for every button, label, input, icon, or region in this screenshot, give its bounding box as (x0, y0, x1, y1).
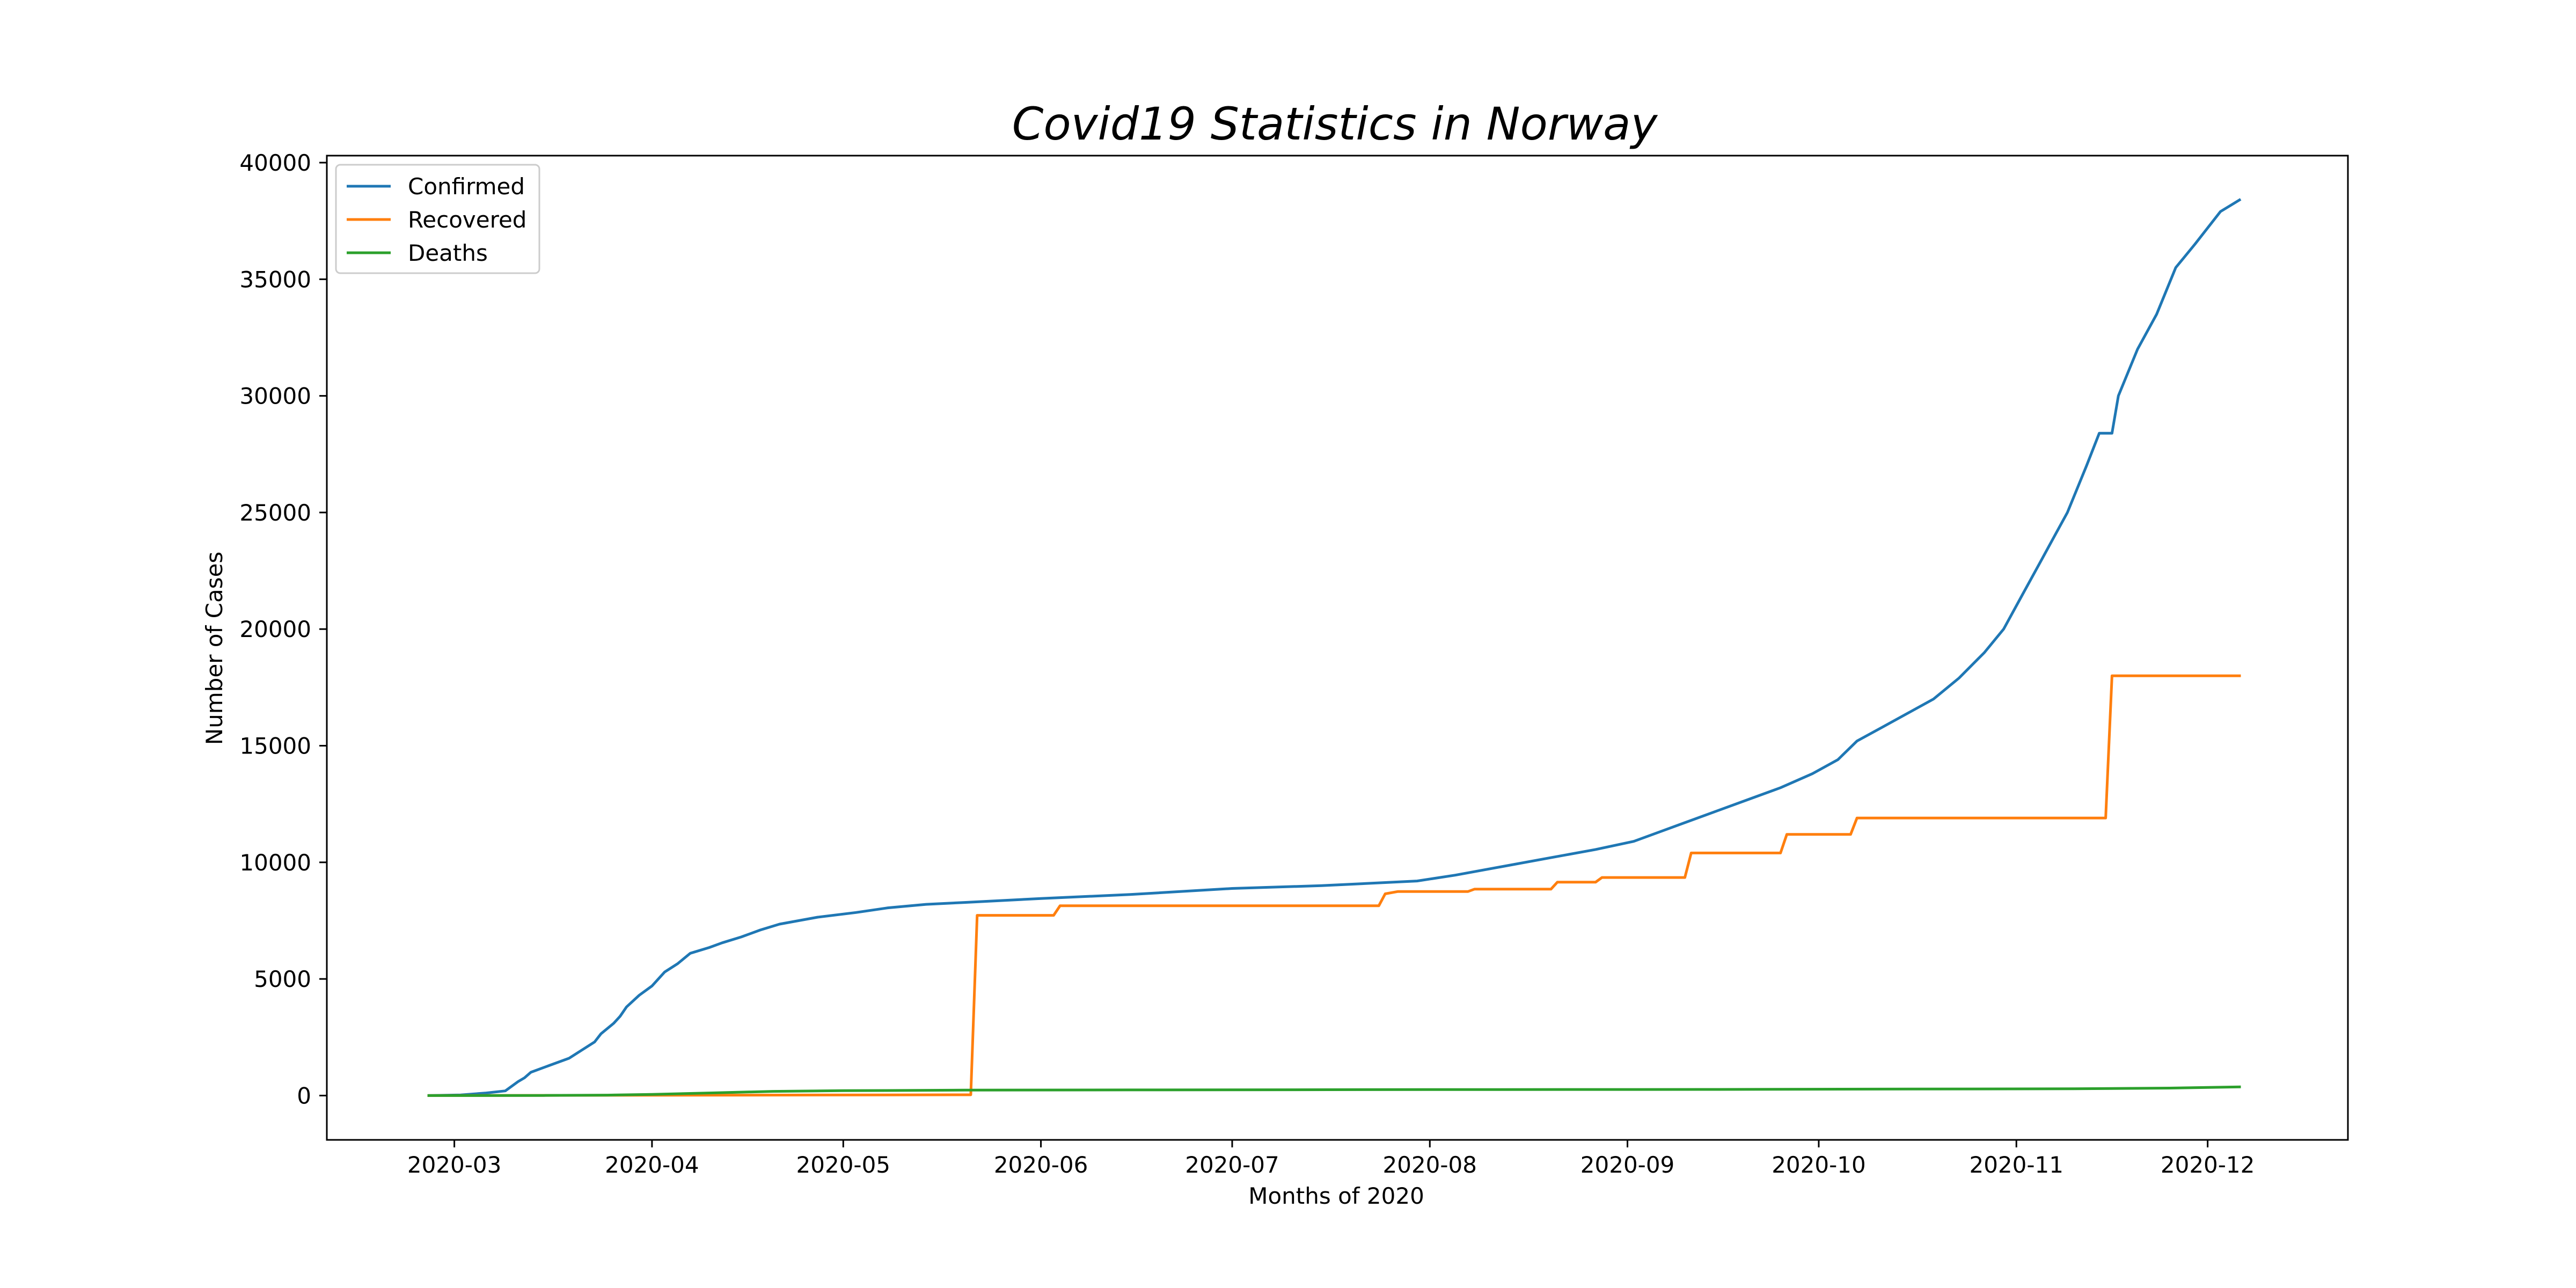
x-axis-ticks: 2020-03 2020-04 2020-05 2020-06 2020-07 2020-… (407, 1140, 2255, 1178)
y-tick-label: 30000 (239, 383, 311, 409)
series-line-recovered (427, 674, 2241, 1097)
y-axis-label: Number of Cases (201, 552, 228, 745)
y-tick-label: 10000 (239, 850, 311, 876)
y-tick-label: 5000 (254, 966, 311, 992)
series-line-confirmed (427, 198, 2242, 1097)
x-tick-label: 2020-08 (1383, 1152, 1477, 1178)
y-tick-label: 15000 (239, 733, 311, 759)
chart-title: Covid19 Statistics in Norway (1012, 98, 1658, 150)
x-tick-label: 2020-03 (407, 1152, 502, 1178)
legend-label-confirmed: Confirmed (408, 173, 525, 200)
x-tick-label: 2020-06 (994, 1152, 1088, 1178)
y-tick-label: 0 (297, 1082, 311, 1109)
y-tick-label: 35000 (239, 266, 311, 292)
plot-lines (427, 198, 2242, 1097)
x-tick-label: 2020-10 (1772, 1152, 1866, 1178)
y-tick-label: 40000 (239, 150, 311, 176)
legend-label-deaths: Deaths (408, 240, 488, 266)
x-tick-label: 2020-09 (1580, 1152, 1675, 1178)
y-tick-label: 25000 (239, 500, 311, 526)
legend: Confirmed Recovered Deaths (335, 164, 540, 274)
legend-box (335, 164, 540, 274)
x-tick-label: 2020-04 (605, 1152, 699, 1178)
y-axis-ticks: 0 5000 10000 15000 20000 25000 30000 35000 40000 (239, 150, 327, 1109)
x-tick-label: 2020-11 (1969, 1152, 2063, 1178)
plot-area-frame (326, 155, 2349, 1141)
x-tick-label: 2020-05 (796, 1152, 891, 1178)
x-axis-label: Months of 2020 (1248, 1183, 1424, 1209)
legend-label-recovered: Recovered (408, 207, 526, 233)
x-tick-label: 2020-12 (2161, 1152, 2255, 1178)
series-line-deaths (427, 1085, 2241, 1097)
x-tick-label: 2020-07 (1185, 1152, 1279, 1178)
y-tick-label: 20000 (239, 616, 311, 642)
